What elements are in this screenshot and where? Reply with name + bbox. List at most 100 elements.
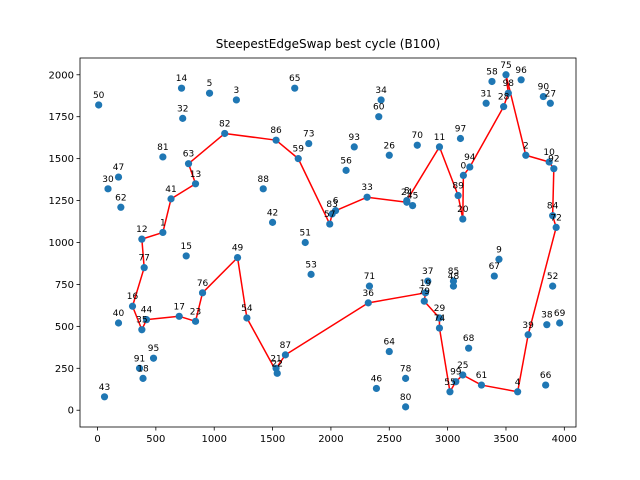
point-label: 26	[384, 141, 396, 151]
cycle-edge	[457, 195, 464, 220]
y-tick-label: 750	[55, 280, 74, 291]
data-point	[117, 203, 125, 211]
data-point	[175, 312, 183, 320]
data-point	[459, 215, 467, 223]
point-label: 21	[270, 354, 281, 364]
data-point	[305, 139, 313, 148]
point-label: 31	[480, 89, 491, 99]
data-point	[552, 223, 560, 232]
data-point	[446, 388, 454, 396]
cycle-edge	[297, 158, 331, 225]
axes-layer: 0 500 1000 1500 2000 2500 3000 3500 400002505007…	[49, 57, 577, 445]
data-point	[556, 319, 564, 327]
point-label: 10	[543, 148, 555, 158]
data-point	[177, 84, 186, 92]
point-label: 42	[267, 208, 278, 218]
data-point	[205, 89, 214, 97]
point-label: 4	[515, 378, 521, 388]
point-label: 23	[190, 307, 201, 317]
point-label: 55	[444, 378, 455, 388]
point-label: 92	[548, 155, 559, 165]
cycle-edge	[438, 327, 451, 392]
data-point	[435, 143, 444, 151]
point-label: 85	[448, 267, 459, 277]
data-point	[281, 351, 290, 359]
data-point	[191, 317, 200, 325]
data-point	[128, 302, 137, 310]
point-label: 86	[270, 126, 282, 136]
point-label: 80	[400, 393, 412, 403]
cycle-edge	[551, 168, 555, 216]
cycle-edge	[202, 257, 239, 294]
cycle-edge	[131, 267, 145, 307]
data-point	[545, 158, 553, 166]
data-point	[233, 253, 242, 262]
point-label: 97	[455, 125, 466, 135]
point-label: 12	[136, 225, 147, 235]
point-labels-layer: 0123456891011121314151617181920212223242…	[93, 61, 566, 403]
point-label: 95	[148, 344, 159, 354]
data-point	[500, 103, 508, 111]
point-label: 2	[523, 141, 529, 151]
cycle-edge	[505, 74, 527, 156]
x-tick-label: 2500	[377, 434, 402, 445]
point-label: 94	[464, 153, 476, 163]
point-label: 44	[141, 306, 153, 316]
point-label: 93	[349, 133, 360, 143]
data-point	[504, 89, 512, 97]
data-point	[546, 99, 554, 107]
point-label: 29	[434, 304, 446, 314]
point-label: 66	[540, 371, 552, 381]
data-point	[466, 163, 474, 171]
chart-title: SteepestEdgeSwap best cycle (B100)	[216, 37, 441, 51]
point-label: 5	[207, 79, 213, 89]
data-point	[539, 92, 547, 101]
point-label: 33	[361, 183, 372, 193]
data-point	[465, 344, 473, 352]
point-label: 52	[547, 272, 558, 282]
data-point	[198, 289, 207, 297]
point-label: 68	[463, 334, 475, 344]
y-tick-label: 1250	[49, 196, 74, 207]
point-label: 1	[160, 218, 166, 228]
point-label: 76	[197, 279, 209, 289]
data-point	[191, 180, 200, 188]
data-point	[402, 374, 410, 382]
data-point	[135, 364, 144, 372]
point-label: 98	[503, 79, 515, 89]
point-label: 20	[457, 205, 469, 215]
point-label: 39	[522, 321, 534, 331]
point-label: 3	[234, 86, 240, 96]
cycle-edge	[170, 183, 196, 200]
cycle-edge	[275, 139, 299, 160]
point-label: 37	[422, 267, 433, 277]
cycle-edge	[188, 132, 226, 165]
data-point	[413, 141, 421, 149]
data-point	[377, 96, 385, 104]
point-label: 79	[419, 287, 431, 297]
y-tick-label: 1750	[49, 112, 74, 123]
cycle-edge	[236, 257, 248, 319]
y-tick-label: 1500	[49, 154, 74, 165]
x-tick-label: 3000	[435, 434, 460, 445]
data-point	[543, 321, 551, 329]
cycle-edge	[335, 196, 368, 212]
data-point	[490, 272, 498, 280]
data-point	[142, 316, 151, 324]
data-point	[549, 282, 557, 290]
data-point	[328, 210, 336, 218]
point-label: 75	[500, 61, 511, 71]
y-tick-label: 0	[68, 406, 74, 417]
point-label: 73	[303, 130, 314, 140]
data-point	[549, 212, 557, 220]
data-point	[524, 331, 532, 339]
point-label: 71	[364, 272, 375, 282]
point-label: 38	[541, 311, 553, 321]
data-point	[514, 388, 522, 396]
data-point	[307, 270, 315, 278]
point-label: 63	[183, 150, 194, 160]
point-label: 36	[363, 289, 375, 299]
point-label: 59	[293, 145, 305, 155]
cycle-edge	[141, 231, 164, 240]
